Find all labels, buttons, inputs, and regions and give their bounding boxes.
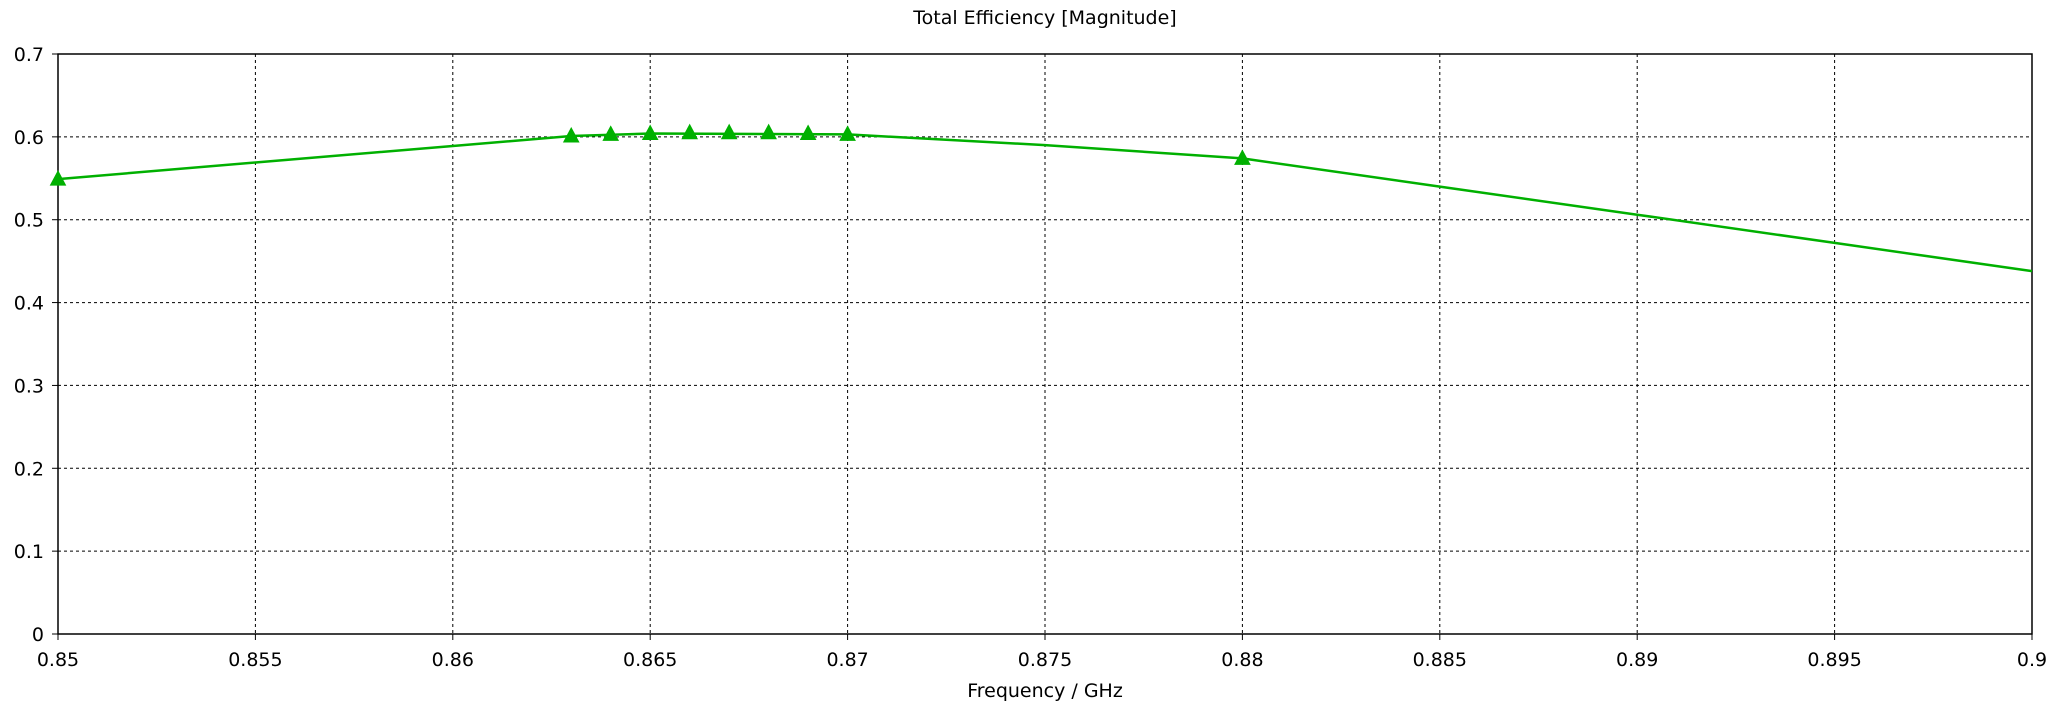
x-axis-label: Frequency / GHz [967,680,1123,702]
y-tick-label: 0.2 [14,458,44,480]
data-point-marker [681,123,699,140]
x-tick-label: 0.9 [2017,649,2047,671]
marker-layer [49,123,1251,186]
x-tick-label: 0.88 [1221,649,1263,671]
x-tick-label: 0.875 [1018,649,1072,671]
x-axis-ticks: 0.85 0.855 0.86 0.865 0.87 0.875 0.88 0.885 0.89… [37,634,2047,671]
data-point-marker [799,124,817,141]
y-tick-label: 0.6 [14,127,44,149]
x-tick-label: 0.865 [623,649,677,671]
x-tick-label: 0.86 [432,649,474,671]
data-point-marker [49,170,67,186]
chart-title: Total Efficiency [Magnitude] [912,7,1176,29]
grid-lines [58,54,2032,634]
x-tick-label: 0.85 [37,649,79,671]
y-tick-label: 0 [32,624,44,646]
x-tick-label: 0.87 [826,649,868,671]
y-tick-label: 0.3 [14,375,44,397]
data-point-marker [760,123,777,140]
x-tick-label: 0.895 [1807,649,1861,671]
x-tick-label: 0.89 [1616,649,1658,671]
data-point-marker [839,125,856,141]
x-tick-label: 0.855 [228,649,282,671]
data-point-marker [562,126,580,143]
y-tick-label: 0.1 [14,541,44,563]
y-axis-ticks: 0 0.1 0.2 0.3 0.4 0.5 0.6 0.7 [14,44,58,646]
x-tick-label: 0.885 [1413,649,1467,671]
series-layer [57,132,2033,273]
y-tick-label: 0.4 [14,293,44,315]
y-tick-label: 0.7 [14,44,44,66]
series-line-0 [57,132,2033,273]
data-point-marker [641,124,659,141]
data-point-marker [720,123,738,140]
data-point-marker [1234,149,1251,165]
data-point-marker [602,125,620,141]
y-tick-label: 0.5 [14,210,44,232]
